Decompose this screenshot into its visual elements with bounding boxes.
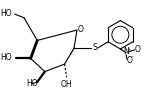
Text: O: O: [127, 56, 133, 65]
Text: HO: HO: [0, 53, 12, 62]
Text: O: O: [134, 45, 140, 54]
Text: HO: HO: [26, 79, 37, 88]
Text: ⁻: ⁻: [131, 56, 134, 61]
Text: HO: HO: [0, 10, 12, 19]
Text: +: +: [127, 47, 131, 52]
Text: S: S: [93, 43, 97, 52]
Text: O: O: [78, 25, 84, 34]
Text: OH: OH: [61, 80, 72, 89]
Text: N: N: [123, 47, 129, 56]
